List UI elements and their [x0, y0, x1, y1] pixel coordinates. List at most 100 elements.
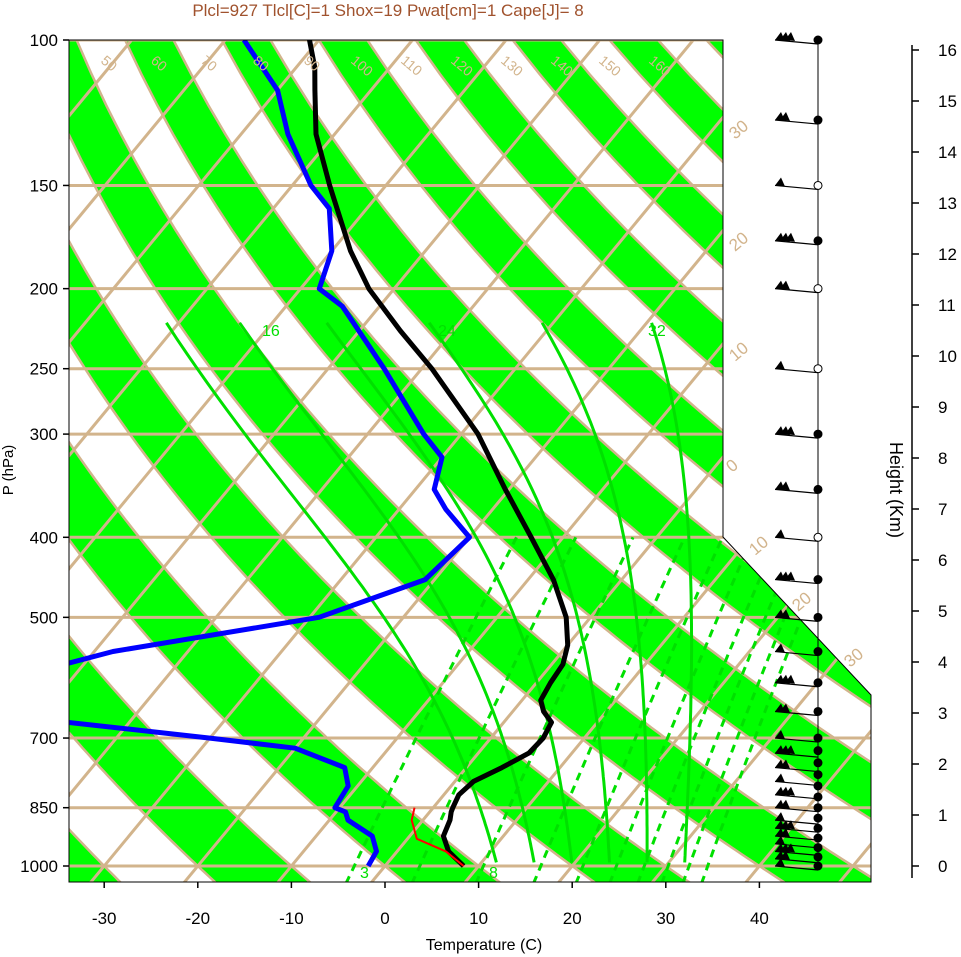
- y-tick-label: 150: [30, 176, 58, 195]
- wind-marker-hollow: [813, 364, 823, 374]
- wind-marker: [813, 115, 823, 125]
- barb-pennant: [785, 820, 795, 830]
- wind-column: [774, 32, 823, 871]
- height-tick-label: 12: [938, 245, 957, 264]
- wind-marker: [813, 770, 823, 780]
- wind-marker: [813, 612, 823, 622]
- y-tick-label: 100: [30, 31, 58, 50]
- wind-barb: [774, 177, 819, 191]
- dry-adiabat: [123, 40, 871, 882]
- wind-barb: [774, 232, 819, 246]
- dry-adiabat-bands: [69, 40, 871, 882]
- moist-adiabat: [325, 321, 574, 863]
- barb-pennant: [785, 232, 795, 242]
- y-tick-label: 250: [30, 360, 58, 379]
- wind-barb: [774, 529, 819, 542]
- dry-adiabat: [317, 40, 871, 882]
- wind-marker: [813, 861, 823, 871]
- height-tick-label: 2: [938, 755, 947, 774]
- dry-adiabat: [69, 40, 503, 882]
- mixing-ratio-line: [700, 536, 836, 882]
- x-axis-label: Temperature (C): [426, 937, 542, 954]
- mixing-ratio-line: [681, 536, 819, 882]
- barb-pennant: [785, 843, 795, 853]
- plot-frame: [68, 39, 872, 883]
- height-tick-label: 4: [938, 653, 947, 672]
- isotherm: [69, 40, 336, 882]
- wind-marker: [813, 647, 823, 657]
- wind-marker: [813, 792, 823, 802]
- wind-barb: [774, 773, 819, 787]
- profiles: [69, 40, 571, 868]
- adiabat-label: 20: [725, 228, 752, 255]
- isotherm: [69, 40, 523, 882]
- y-axis-label: P (hPa): [0, 445, 17, 496]
- height-tick-label: 13: [938, 194, 957, 213]
- x-tick-label: 10: [469, 909, 488, 928]
- wind-barb: [774, 745, 819, 758]
- barb-pennant: [780, 481, 790, 491]
- y-tick-label: 700: [30, 729, 58, 748]
- wind-marker: [813, 236, 823, 246]
- wind-marker: [813, 575, 823, 585]
- wind-barb: [774, 828, 819, 841]
- wind-marker: [813, 781, 823, 791]
- isotherm: [69, 40, 242, 882]
- wind-marker: [813, 35, 823, 45]
- barb-pennant: [780, 850, 790, 860]
- wind-barb: [774, 112, 819, 125]
- height-tick-label: 1: [938, 806, 947, 825]
- wind-barb: [774, 730, 819, 743]
- barb-pennant: [775, 643, 785, 653]
- temperature-profile: [307, 40, 571, 868]
- height-tick-label: 15: [938, 92, 957, 111]
- barb-pennant: [785, 571, 795, 581]
- mixing-ratio-label: 3: [360, 865, 369, 882]
- wind-barb: [774, 759, 819, 773]
- wind-marker: [813, 678, 823, 688]
- mixing-ratio-line: [574, 536, 724, 882]
- y-tick-label: 1000: [20, 857, 58, 876]
- height-tick-label: 0: [938, 857, 947, 876]
- wind-marker: [813, 803, 823, 813]
- parcel-path: [410, 807, 465, 867]
- barb-pennant: [775, 773, 785, 783]
- wind-marker: [813, 706, 823, 716]
- wind-marker: [813, 813, 823, 823]
- dewpoint-profile: [69, 40, 472, 868]
- y-tick-label: 500: [30, 608, 58, 627]
- isotherm: [650, 40, 871, 882]
- wind-marker: [813, 758, 823, 768]
- height-tick-label: 5: [938, 602, 947, 621]
- adiabat-label: 10: [725, 338, 752, 365]
- wind-barb: [774, 858, 819, 871]
- wind-barb: [774, 609, 819, 622]
- height-tick-label: 8: [938, 449, 947, 468]
- wind-marker: [813, 733, 823, 743]
- height-tick-label: 10: [938, 347, 957, 366]
- wind-barb: [774, 703, 819, 717]
- wind-barb: [774, 674, 819, 688]
- barb-pennant: [775, 177, 785, 187]
- wind-barb: [774, 835, 819, 849]
- height-tick-label: 7: [938, 500, 947, 519]
- wind-barb: [774, 571, 819, 585]
- y-tick-label: 300: [30, 425, 58, 444]
- moist-adiabat: [540, 322, 649, 863]
- mixing-ratio-line: [532, 536, 686, 882]
- height-tick-label: 11: [938, 296, 956, 315]
- wind-barb: [774, 850, 819, 864]
- dry-adiabat: [69, 40, 218, 882]
- adiabat-band: [69, 40, 871, 882]
- barb-pennant: [775, 529, 785, 539]
- adiabat-label: 110: [398, 52, 426, 79]
- wind-marker-hollow: [813, 180, 823, 190]
- height-tick-label: 6: [938, 551, 947, 570]
- barb-pennant: [785, 745, 795, 755]
- height-tick-label: 9: [938, 398, 947, 417]
- mixing-ratio-label: 32: [648, 323, 666, 340]
- barb-pennant: [775, 730, 785, 740]
- barb-pennant: [780, 703, 790, 713]
- barb-pennant: [775, 858, 785, 867]
- height-tick-label: 16: [938, 41, 957, 60]
